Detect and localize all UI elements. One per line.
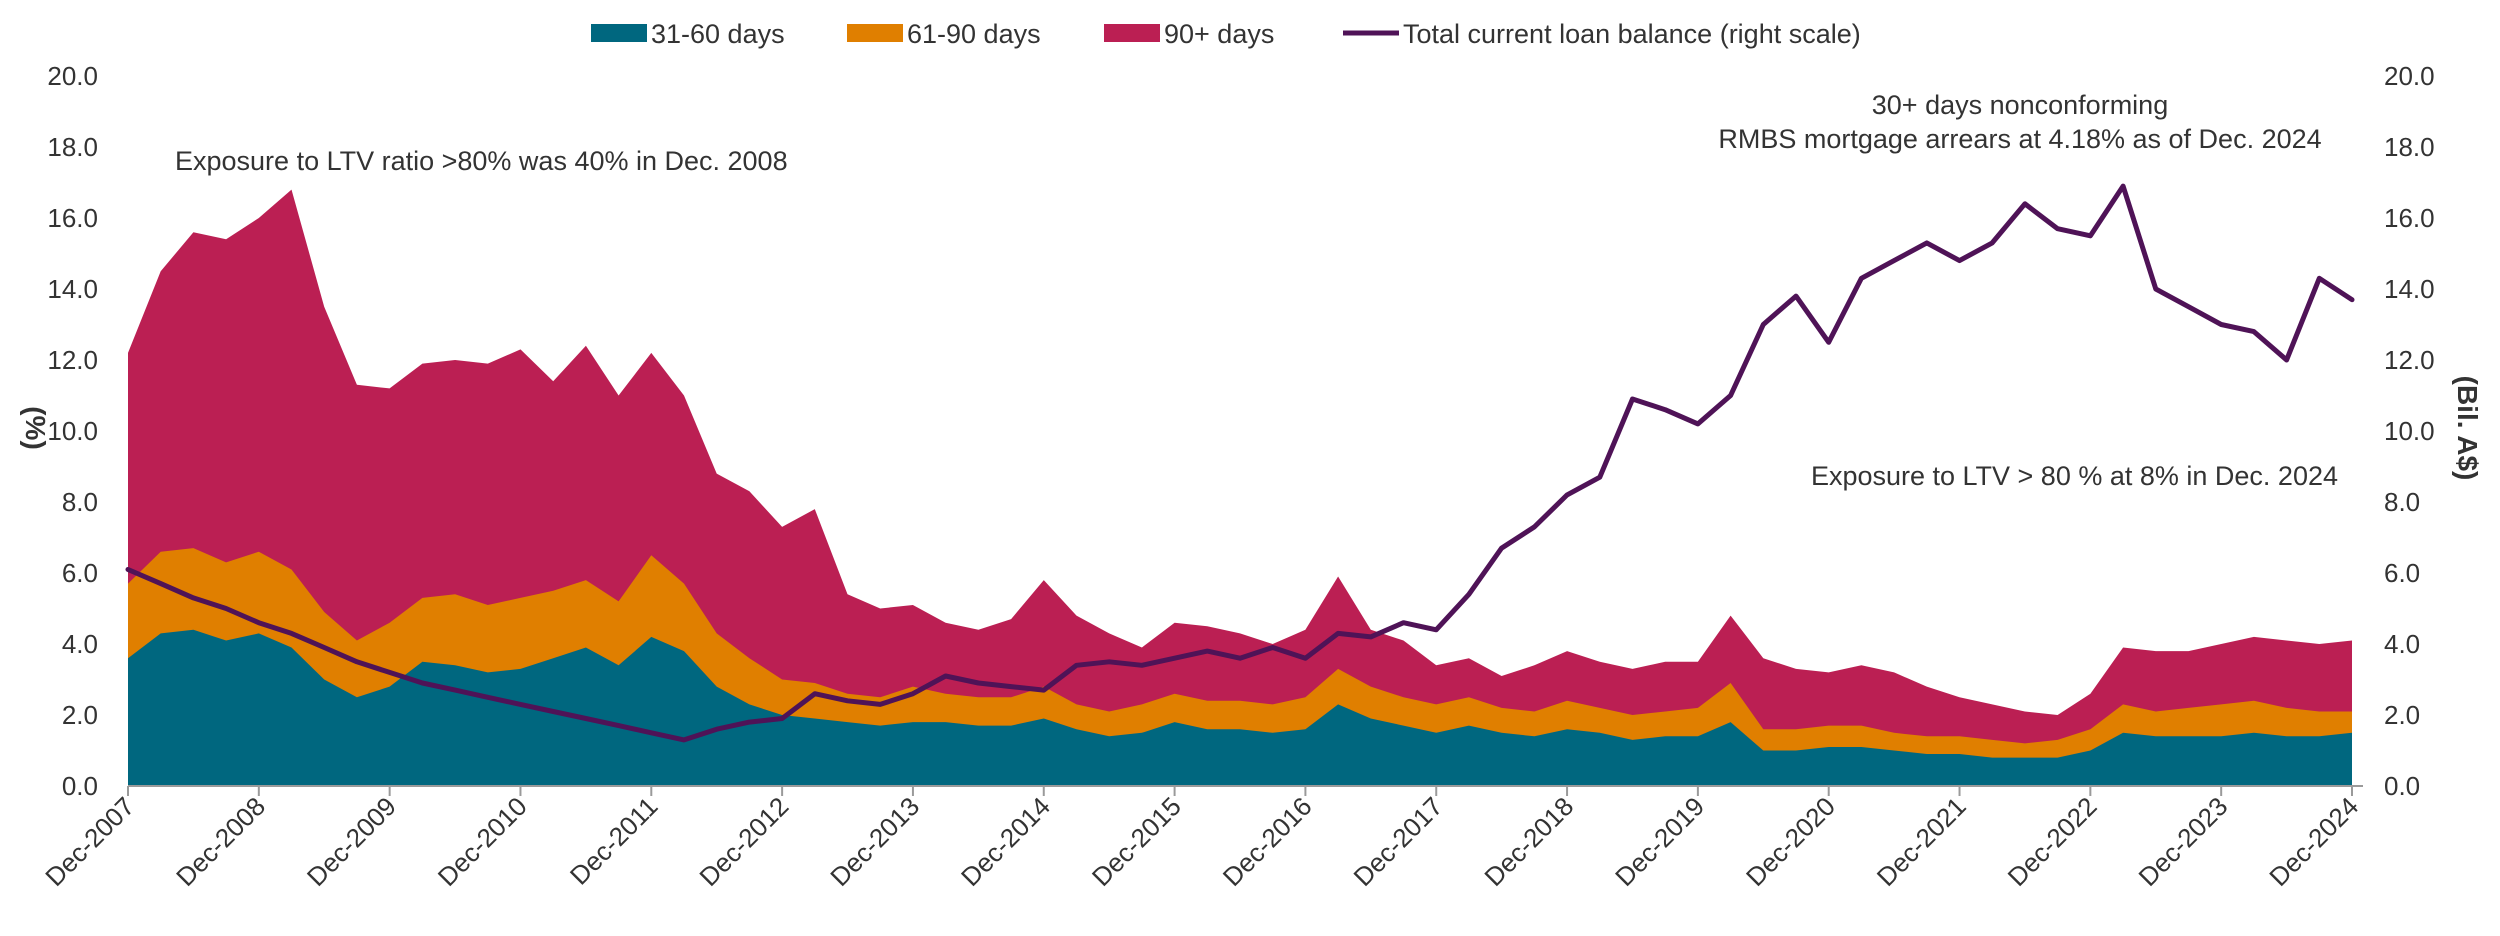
y-axis-left-title: (%) [20,406,51,450]
legend-swatch-90-days [1104,24,1160,42]
legend-label-31-60-days: 31-60 days [651,19,785,49]
x-tick-label: Dec-2018 [1478,791,1579,892]
y-right-tick-label: 6.0 [2384,558,2420,588]
x-tick-label: Dec-2011 [564,791,664,891]
legend-label-90-days: 90+ days [1164,19,1274,49]
x-tick-label: Dec-2015 [1086,791,1187,892]
y-right-tick-label: 8.0 [2384,487,2420,517]
y-left-tick-label: 14.0 [47,274,98,304]
line-series-group [125,183,2355,743]
x-tick-label: Dec-2022 [2002,791,2103,892]
y-axis-right-title: (Bil. A$) [2452,376,2483,481]
y-left-tick-label: 0.0 [62,771,98,801]
y-left-tick-label: 4.0 [62,629,98,659]
legend-label-61-90-days: 61-90 days [907,19,1041,49]
x-tick-label: Dec-2010 [432,791,533,892]
y-left-tick-label: 6.0 [62,558,98,588]
y-right-tick-label: 20.0 [2384,61,2435,91]
y-axis-left: 0.0 2.0 4.0 6.0 8.0 10.0 12.0 14.0 16.0 18.0 20.0 [47,61,98,801]
x-tick-label: Dec-2013 [824,791,925,892]
legend-swatch-61-90-days [847,24,903,42]
x-tick-label: Dec-2021 [1871,791,1972,892]
y-left-tick-label: 2.0 [62,700,98,730]
y-left-tick-label: 12.0 [47,345,98,375]
y-left-tick-label: 10.0 [47,416,98,446]
y-axis-right: 0.0 2.0 4.0 6.0 8.0 10.0 12.0 14.0 16.0 18.0 20.0 [2384,61,2435,801]
y-right-tick-label: 12.0 [2384,345,2435,375]
x-tick-label: Dec-2014 [955,791,1056,892]
y-right-tick-label: 10.0 [2384,416,2435,446]
x-tick-label: Dec-2016 [1217,791,1318,892]
line-total-loan-balance [125,183,2355,743]
x-axis [127,785,2363,796]
area-31-60-days [128,629,2352,786]
legend-swatch-31-60-days [591,24,647,42]
legend: 31-60 days 61-90 days 90+ days Total curren… [591,19,1861,49]
y-right-tick-label: 2.0 [2384,700,2420,730]
annotation-arrears-line-2: RMBS mortgage arrears at 4.18% as of Dec… [1718,124,2321,154]
y-right-tick-label: 16.0 [2384,203,2435,233]
y-left-tick-label: 16.0 [47,203,98,233]
x-tick-label: Dec-2012 [693,791,794,892]
y-right-tick-label: 18.0 [2384,132,2435,162]
y-left-tick-label: 8.0 [62,487,98,517]
x-tick-label: Dec-2017 [1348,791,1449,892]
x-tick-label: Dec-2019 [1609,791,1710,892]
x-tick-label: Dec-2023 [2132,791,2233,892]
x-tick-label: Dec-2020 [1740,791,1841,892]
legend-label-total-current-loan-balance-right-scale: Total current loan balance (right scale) [1403,19,1861,49]
y-left-tick-label: 20.0 [47,61,98,91]
annotation-ltv-2024: Exposure to LTV > 80 % at 8% in Dec. 202… [1811,461,2338,491]
x-tick-label: Dec-2008 [170,791,271,892]
y-right-tick-label: 14.0 [2384,274,2435,304]
x-tick-label: Dec-2009 [301,791,402,892]
annotation-arrears-line-1: 30+ days nonconforming [1872,90,2168,120]
y-left-tick-label: 18.0 [47,132,98,162]
y-right-tick-label: 0.0 [2384,771,2420,801]
x-tick-label: Dec-2007 [39,791,140,892]
x-tick-labels: Dec-2007 Dec-2008 Dec-2009 Dec-2010 Dec-2011… [39,791,2364,892]
area-series-group [128,189,2352,787]
annotation-ltv-2008: Exposure to LTV ratio >80% was 40% in De… [175,146,788,176]
y-right-tick-label: 4.0 [2384,629,2420,659]
x-tick-label: Dec-2024 [2263,791,2364,892]
